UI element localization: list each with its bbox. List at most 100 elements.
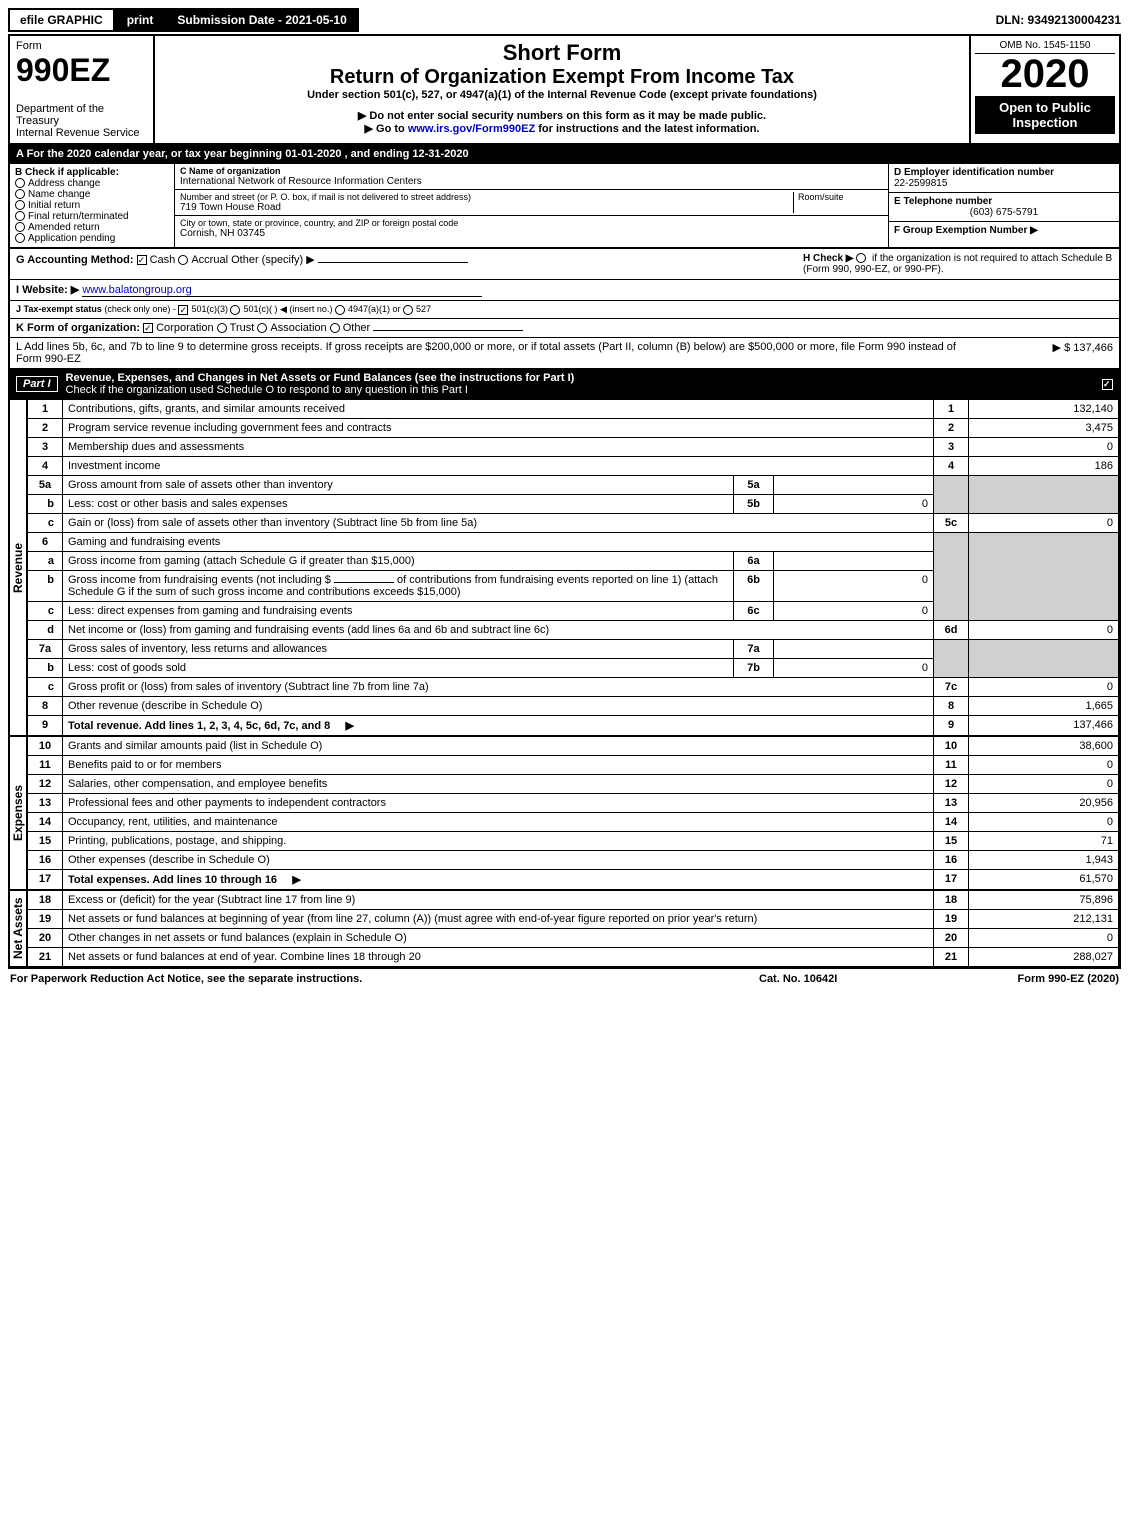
check-final-return[interactable]: Final return/terminated	[15, 211, 169, 222]
line-desc: Gain or (loss) from sale of assets other…	[63, 514, 934, 533]
cash-label: Cash	[150, 254, 176, 266]
section-g-h: G Accounting Method: Cash Accrual Other …	[10, 249, 1119, 280]
line-desc: Other expenses (describe in Schedule O)	[63, 851, 934, 870]
column-c: C Name of organization International Net…	[175, 164, 889, 247]
line-val: 1,943	[969, 851, 1119, 870]
form-header: Form 990EZ Department of the Treasury In…	[10, 36, 1119, 145]
table-row: 6Gaming and fundraising events	[28, 533, 1119, 552]
line-val: 137,466	[969, 716, 1119, 736]
check-name-change[interactable]: Name change	[15, 189, 169, 200]
line-num: 4	[28, 457, 63, 476]
table-row: 14Occupancy, rent, utilities, and mainte…	[28, 813, 1119, 832]
check-527[interactable]	[403, 305, 413, 315]
sub-val: 0	[774, 571, 934, 602]
line-desc: Other revenue (describe in Schedule O)	[63, 697, 934, 716]
check-schedule-o[interactable]	[1102, 379, 1113, 390]
table-row: 10Grants and similar amounts paid (list …	[28, 737, 1119, 756]
line-val: 0	[969, 929, 1119, 948]
table-row: 17Total expenses. Add lines 10 through 1…	[28, 870, 1119, 890]
irs-link[interactable]: www.irs.gov/Form990EZ	[408, 123, 535, 135]
line-val: 0	[969, 756, 1119, 775]
line-col: 12	[934, 775, 969, 794]
line-desc: Gross income from fundraising events (no…	[63, 571, 734, 602]
line-col: 16	[934, 851, 969, 870]
table-row: 18Excess or (deficit) for the year (Subt…	[28, 891, 1119, 910]
check-accrual[interactable]	[178, 255, 188, 265]
top-toolbar: efile GRAPHIC print Submission Date - 20…	[8, 8, 1121, 32]
line-num: 10	[28, 737, 63, 756]
4947-label: 4947(a)(1) or	[348, 304, 401, 314]
other-specify-input[interactable]	[318, 262, 468, 263]
line-desc: Grants and similar amounts paid (list in…	[63, 737, 934, 756]
line-desc: Net income or (loss) from gaming and fun…	[63, 621, 934, 640]
line-col: 20	[934, 929, 969, 948]
line-num: 13	[28, 794, 63, 813]
check-501c[interactable]	[230, 305, 240, 315]
submission-date-badge: Submission Date - 2021-05-10	[165, 8, 358, 32]
line-col: 3	[934, 438, 969, 457]
line-num: 7a	[28, 640, 63, 659]
check-4947[interactable]	[335, 305, 345, 315]
line-num: 1	[28, 400, 63, 419]
city-value: Cornish, NH 03745	[180, 228, 883, 239]
line-desc: Net assets or fund balances at beginning…	[63, 910, 934, 929]
line-num: 17	[28, 870, 63, 890]
check-cash[interactable]	[137, 255, 147, 265]
table-row: 2Program service revenue including gover…	[28, 419, 1119, 438]
check-amended-return[interactable]: Amended return	[15, 222, 169, 233]
org-name-row: C Name of organization International Net…	[175, 164, 888, 190]
line-desc: Contributions, gifts, grants, and simila…	[63, 400, 934, 419]
check-schedule-b[interactable]	[856, 253, 866, 263]
corporation-label: Corporation	[156, 322, 213, 334]
table-row: cGain or (loss) from sale of assets othe…	[28, 514, 1119, 533]
table-row: 3Membership dues and assessments30	[28, 438, 1119, 457]
efile-graphic-button[interactable]: efile GRAPHIC	[8, 8, 115, 32]
line-col: 13	[934, 794, 969, 813]
line-val: 212,131	[969, 910, 1119, 929]
line-num: 9	[28, 716, 63, 736]
line-desc: Gross income from gaming (attach Schedul…	[63, 552, 734, 571]
line-col: 5c	[934, 514, 969, 533]
line-val: 0	[969, 438, 1119, 457]
table-row: 4Investment income4186	[28, 457, 1119, 476]
check-other-org[interactable]	[330, 323, 340, 333]
line-val: 186	[969, 457, 1119, 476]
line-num: 18	[28, 891, 63, 910]
info-grid: B Check if applicable: Address change Na…	[10, 164, 1119, 249]
netassets-table: 18Excess or (deficit) for the year (Subt…	[27, 890, 1119, 967]
netassets-section: Net Assets 18Excess or (deficit) for the…	[10, 890, 1119, 967]
grey-cell	[934, 476, 969, 514]
line-col: 14	[934, 813, 969, 832]
check-initial-return[interactable]: Initial return	[15, 200, 169, 211]
other-org-input[interactable]	[373, 330, 523, 331]
check-application-pending[interactable]: Application pending	[15, 233, 169, 244]
line-num: c	[28, 678, 63, 697]
open-inspection-badge: Open to Public Inspection	[975, 96, 1115, 134]
line-num: 3	[28, 438, 63, 457]
table-row: cGross profit or (loss) from sales of in…	[28, 678, 1119, 697]
line-desc: Less: cost or other basis and sales expe…	[63, 495, 734, 514]
line-num: 6	[28, 533, 63, 552]
goto-line: ▶ Go to www.irs.gov/Form990EZ for instru…	[161, 122, 963, 135]
form-container: Form 990EZ Department of the Treasury In…	[8, 34, 1121, 969]
check-trust[interactable]	[217, 323, 227, 333]
revenue-table: 1Contributions, gifts, grants, and simil…	[27, 399, 1119, 736]
line-num: 21	[28, 948, 63, 967]
line-val: 61,570	[969, 870, 1119, 890]
phone-label: E Telephone number	[894, 196, 1114, 207]
print-button[interactable]: print	[115, 8, 166, 32]
line-num: 8	[28, 697, 63, 716]
check-501c3[interactable]	[178, 305, 188, 315]
column-b: B Check if applicable: Address change Na…	[10, 164, 175, 247]
l-row: L Add lines 5b, 6c, and 7b to line 9 to …	[10, 338, 1119, 369]
check-address-change[interactable]: Address change	[15, 178, 169, 189]
tax-status-label: J Tax-exempt status	[16, 304, 102, 314]
line-num: c	[28, 602, 63, 621]
grey-cell	[969, 533, 1119, 621]
part1-label: Part I	[16, 376, 58, 392]
website-link[interactable]: www.balatongroup.org	[82, 284, 191, 296]
header-center: Short Form Return of Organization Exempt…	[155, 36, 969, 143]
k-label: K Form of organization:	[16, 322, 140, 334]
check-corporation[interactable]	[143, 323, 153, 333]
check-association[interactable]	[257, 323, 267, 333]
